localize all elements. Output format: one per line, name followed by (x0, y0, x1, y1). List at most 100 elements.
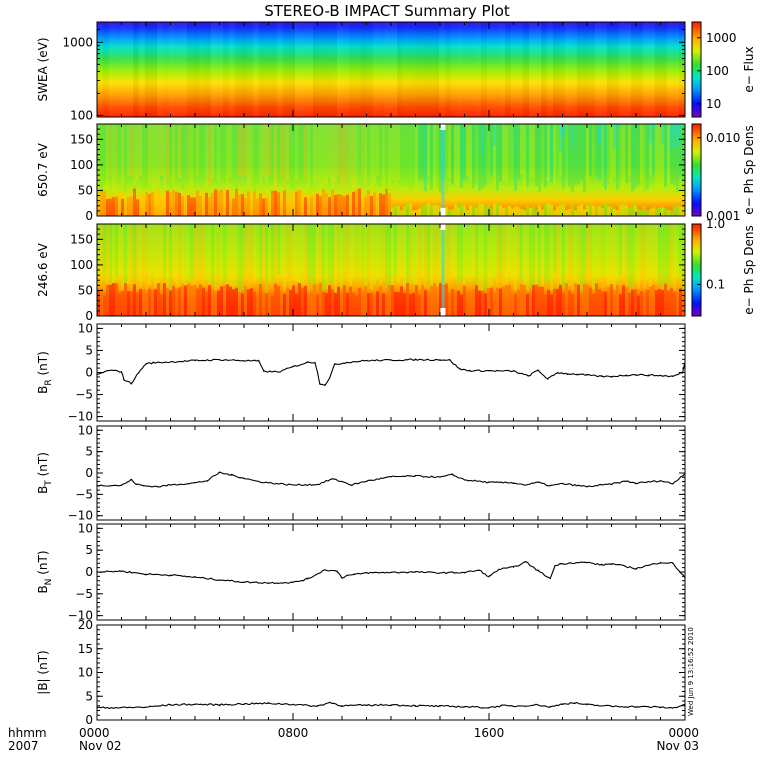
spectrogram-column (571, 124, 574, 148)
spectrogram-column (457, 124, 460, 187)
spectrogram-column (223, 22, 229, 117)
spectrogram-column (187, 195, 190, 216)
spectrogram-column (583, 283, 586, 316)
spectrogram-column (427, 291, 430, 316)
spectrogram-column (214, 293, 217, 316)
spectrogram-column (661, 124, 664, 190)
spectrogram-column (133, 224, 136, 285)
spectrogram-column (655, 224, 658, 282)
spectrogram-column (550, 294, 553, 316)
spectrogram-column (394, 291, 397, 316)
spectrogram-column (616, 224, 619, 281)
spectrogram-column (262, 295, 265, 316)
data-point (194, 703, 196, 705)
data-point (365, 572, 368, 574)
spectrogram-column (427, 224, 430, 290)
data-point (336, 570, 338, 572)
spectrogram-column (121, 290, 124, 316)
y-axis-title: BN (nT) (36, 550, 54, 593)
spectrogram-column (175, 288, 178, 316)
spectrogram-column (637, 224, 640, 289)
spectrogram-column (142, 224, 145, 282)
spectrogram-column (649, 124, 652, 175)
spectrogram-column (184, 196, 187, 216)
y-tick-label: 150 (70, 132, 93, 146)
colorbar-frame (691, 21, 702, 118)
spectrogram-column (595, 206, 598, 216)
spectrogram-column (325, 22, 331, 117)
spectrogram-column (331, 224, 334, 283)
spectrogram-column (112, 224, 115, 285)
spectrogram-column (520, 284, 523, 316)
data-point (292, 703, 294, 705)
spectrogram-column (541, 209, 544, 216)
data-point (512, 482, 515, 484)
spectrogram-column (667, 224, 670, 291)
spectrogram-column (307, 294, 310, 316)
spectrogram-column (160, 195, 163, 216)
spectrogram-column (619, 204, 622, 216)
spectrogram-column (127, 224, 130, 284)
data-point (659, 561, 662, 564)
spectrogram-column (136, 199, 139, 216)
data-point (307, 578, 309, 580)
spectrogram-column (514, 293, 517, 316)
spectrogram-column (637, 22, 643, 117)
spectrogram-column (205, 192, 208, 216)
spectrogram-column (130, 124, 133, 177)
spectrogram-column (343, 22, 349, 117)
spectrogram-column (328, 285, 331, 316)
data-point (512, 705, 515, 707)
spectrogram-column (202, 224, 205, 286)
data-point (659, 374, 662, 377)
spectrogram-column (148, 124, 151, 183)
spectrogram-column (205, 291, 208, 316)
data-point (292, 484, 294, 486)
colorbar-tick-label: 100 (706, 64, 729, 78)
spectrogram-column (226, 189, 229, 216)
spectrogram-column (139, 22, 145, 117)
spectrogram-column (235, 224, 238, 287)
spectrogram-column (394, 204, 397, 216)
spectrogram-column (418, 224, 421, 289)
spectrogram-column (625, 124, 628, 183)
spectrogram-column (631, 224, 634, 293)
spectrogram-column (517, 22, 523, 117)
data-point (142, 485, 145, 487)
spectrogram-column (556, 224, 559, 286)
spectrogram-column (646, 224, 649, 281)
data-point (243, 359, 245, 362)
data-point (120, 484, 123, 486)
data-point (218, 359, 221, 361)
spectrogram-column (283, 22, 289, 117)
data-point (206, 480, 208, 482)
spectrogram-column (154, 190, 157, 216)
y-tick-label: 5 (85, 689, 93, 703)
spectrogram-column (511, 22, 517, 117)
spectrogram-column (382, 224, 385, 277)
spectrogram-column (256, 198, 259, 216)
spectrogram-column (667, 22, 673, 117)
spectrogram-column (229, 198, 232, 216)
data-point (120, 371, 123, 373)
y-tick-label: 5 (85, 543, 93, 557)
spectrogram-column (670, 124, 673, 149)
data-point (169, 574, 172, 576)
spectrogram-column (673, 124, 676, 186)
spectrogram-column (472, 224, 475, 279)
spectrogram-column (118, 124, 121, 183)
spectrogram-column (550, 204, 553, 216)
spectrogram-column (517, 124, 520, 180)
y-axis-subscript: T (44, 480, 54, 487)
spectrogram-column (436, 224, 439, 293)
spectrogram-column (103, 224, 106, 279)
spectrogram-column (151, 124, 154, 188)
spectrogram-column (568, 224, 571, 286)
spectrogram-column (223, 285, 226, 316)
spectrogram-column (163, 283, 166, 316)
spectrogram-column (232, 289, 235, 316)
spectrogram-column (622, 285, 625, 316)
spectrogram-column (298, 190, 301, 216)
spectrogram-column (334, 124, 337, 181)
spectrogram-column (253, 191, 256, 216)
